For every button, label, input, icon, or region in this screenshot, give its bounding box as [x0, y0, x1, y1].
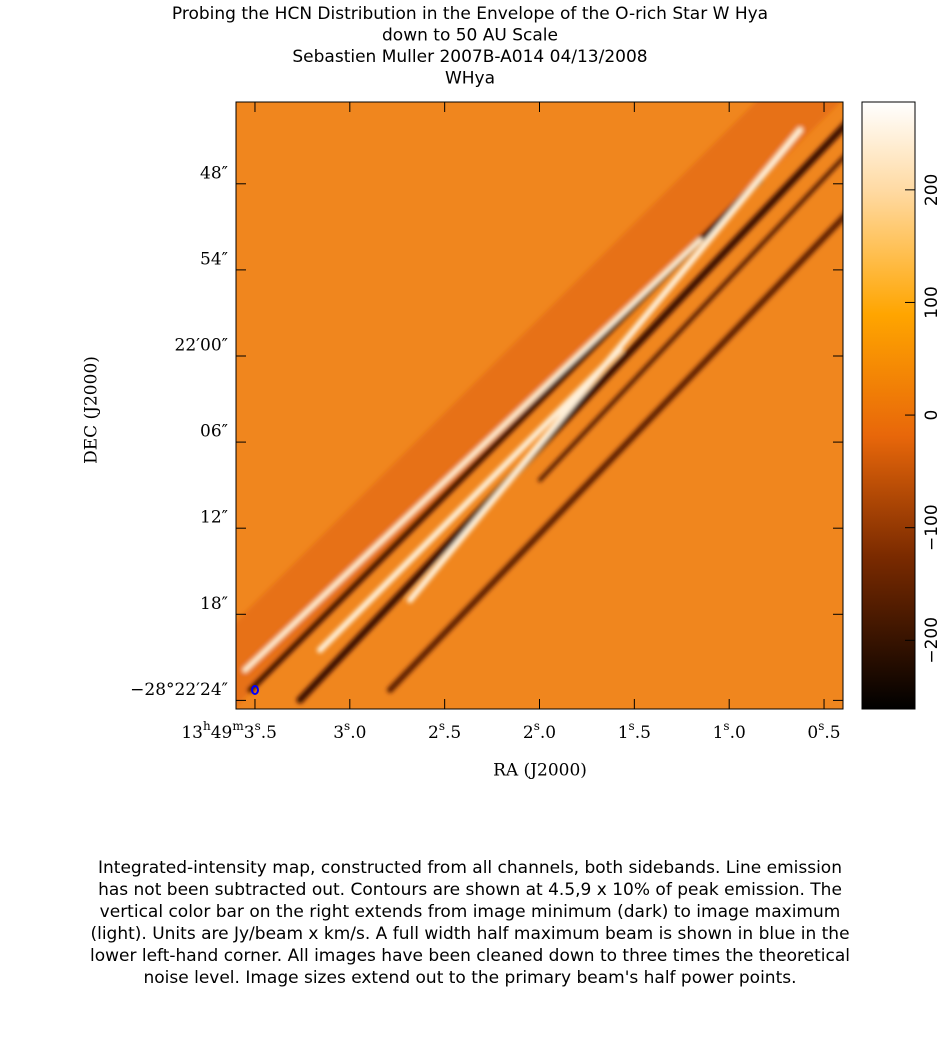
x-tick-label-part: s: [818, 719, 824, 733]
x-tick-label-part: .5: [261, 723, 277, 743]
y-tick-label: 12″: [200, 508, 228, 528]
colorbar: [861, 101, 916, 710]
y-tick-label: 54″: [200, 249, 228, 269]
x-tick-label-part: s: [534, 719, 540, 733]
x-tick-label: 3s.0: [333, 719, 366, 743]
title-line: down to 50 AU Scale: [382, 26, 558, 46]
x-tick-label-part: 1: [713, 723, 724, 743]
x-tick-label-part: 13: [181, 723, 203, 743]
x-tick-label-part: s: [344, 719, 350, 733]
x-tick-label-part: s: [629, 719, 635, 733]
caption-line: Integrated-intensity map, constructed fr…: [98, 858, 842, 878]
colorbar-tick-label: 200: [922, 174, 939, 206]
y-tick-label: 22′00″: [175, 335, 228, 355]
x-tick-label-part: .0: [350, 723, 366, 743]
x-tick-label: 2s.5: [428, 719, 461, 743]
x-tick-label-part: 49: [211, 723, 233, 743]
x-tick-label: 0s.5: [807, 719, 840, 743]
y-axis-label: DEC (J2000): [82, 356, 102, 464]
x-tick-label-part: s: [723, 719, 729, 733]
x-tick-label-part: .0: [730, 723, 746, 743]
y-tick-label: −28°22′24″: [130, 680, 228, 700]
x-tick-label-part: .5: [445, 723, 461, 743]
x-tick-label-part: 3: [333, 723, 344, 743]
colorbar-tick-label: 0: [922, 410, 939, 421]
caption-line: vertical color bar on the right extends …: [100, 902, 841, 922]
title-line: Probing the HCN Distribution in the Enve…: [172, 4, 768, 24]
y-tick-label: 18″: [200, 594, 228, 614]
x-tick-label-part: s: [255, 719, 261, 733]
y-tick-label: 06″: [200, 422, 228, 442]
x-tick-label-part: 2: [523, 723, 534, 743]
x-tick-label: 1s.5: [618, 719, 651, 743]
x-tick-label-part: 1: [618, 723, 629, 743]
x-tick-label-part: 3: [244, 723, 255, 743]
colorbar-tick-label: −100: [922, 504, 939, 551]
x-tick-label-part: 0: [807, 723, 818, 743]
caption-line: noise level. Image sizes extend out to t…: [143, 968, 796, 988]
caption-line: has not been subtracted out. Contours ar…: [98, 880, 842, 900]
colorbar-tick-label: −200: [922, 617, 939, 664]
x-tick-label-part: h: [203, 719, 211, 733]
caption-line: (light). Units are Jy/beam x km/s. A ful…: [90, 924, 849, 944]
caption-line: lower left-hand corner. All images have …: [90, 946, 850, 966]
x-tick-label-part: m: [232, 719, 244, 733]
y-tick-label: 48″: [200, 163, 228, 183]
x-tick-label-part: s: [439, 719, 445, 733]
x-tick-label-part: .5: [635, 723, 651, 743]
x-tick-label-part: .0: [540, 723, 556, 743]
x-tick-label: 1s.0: [713, 719, 746, 743]
title-line: Sebastien Muller 2007B-A014 04/13/2008: [292, 47, 647, 67]
x-tick-label: 2s.0: [523, 719, 556, 743]
x-tick-label-part: 2: [428, 723, 439, 743]
title-line: WHya: [445, 69, 495, 89]
colorbar-tick-label: 100: [922, 286, 939, 318]
x-tick-label-part: .5: [824, 723, 840, 743]
x-axis-label: RA (J2000): [493, 761, 587, 781]
map-image: [236, 102, 843, 709]
x-tick-label: 13h49m3s.5: [181, 719, 277, 743]
